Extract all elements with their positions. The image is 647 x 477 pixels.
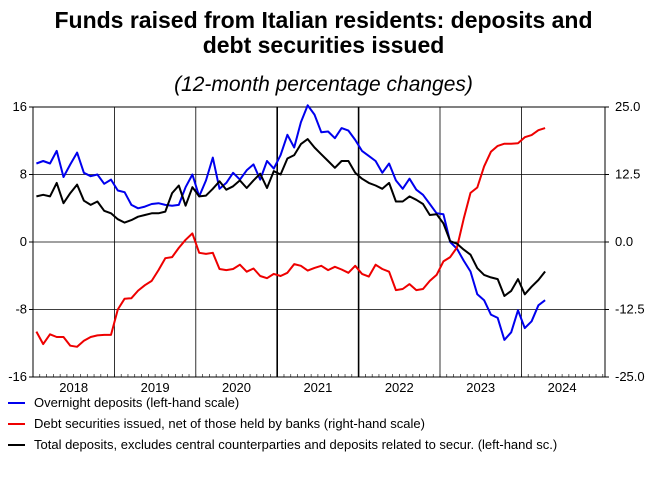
y-right-tick-label: 0.0 [615, 234, 633, 249]
series-line-debt [35, 127, 546, 348]
y-left-tick-label: -8 [15, 302, 27, 317]
x-tick-label: 2023 [466, 380, 495, 392]
y-right-tick-label: 12.5 [615, 167, 640, 182]
x-tick-label: 2019 [141, 380, 170, 392]
y-right-tick-label: -25.0 [615, 369, 645, 384]
y-left-tick-label: 16 [13, 99, 27, 114]
chart-title-line-2: debt securities issued [202, 32, 445, 58]
chart-title-line-1: Funds raised from Italian residents: dep… [54, 7, 593, 33]
legend-label-total: Total deposits, excludes central counter… [34, 437, 558, 452]
legend-item-debt: Debt securities issued, net of those hel… [8, 413, 647, 434]
x-tick-label: 2021 [303, 380, 332, 392]
legend-swatch-overnight [8, 401, 25, 404]
legend-swatch-debt [8, 422, 25, 425]
y-right-tick-label: 25.0 [615, 99, 640, 114]
legend-swatch-total [8, 443, 25, 446]
line-chart: 16 8 0 -8 -16 25.0 12.5 0.0 -12.5 -25.0 2018 2019 20… [8, 99, 645, 392]
legend-label-overnight: Overnight deposits (left-hand scale) [34, 395, 240, 410]
y-right-tick-label: -12.5 [615, 302, 645, 317]
series-line-overnight [36, 104, 546, 341]
y-left-tick-label: 8 [20, 167, 27, 182]
x-tick-label: 2022 [385, 380, 414, 392]
y-left-tick-label: 0 [20, 234, 27, 249]
x-tick-label: 2020 [222, 380, 251, 392]
chart-title: Funds raised from Italian residents: dep… [0, 8, 647, 58]
legend-item-total: Total deposits, excludes central counter… [8, 434, 647, 455]
y-left-tick-label: -16 [8, 369, 27, 384]
series-line-total [36, 138, 546, 297]
legend-item-overnight: Overnight deposits (left-hand scale) [8, 392, 647, 413]
x-tick-label: 2018 [59, 380, 88, 392]
chart-legend: Overnight deposits (left-hand scale) Deb… [8, 392, 647, 455]
legend-label-debt: Debt securities issued, net of those hel… [34, 416, 425, 431]
chart-subtitle: (12-month percentage changes) [174, 73, 473, 96]
x-tick-label: 2024 [548, 380, 577, 392]
